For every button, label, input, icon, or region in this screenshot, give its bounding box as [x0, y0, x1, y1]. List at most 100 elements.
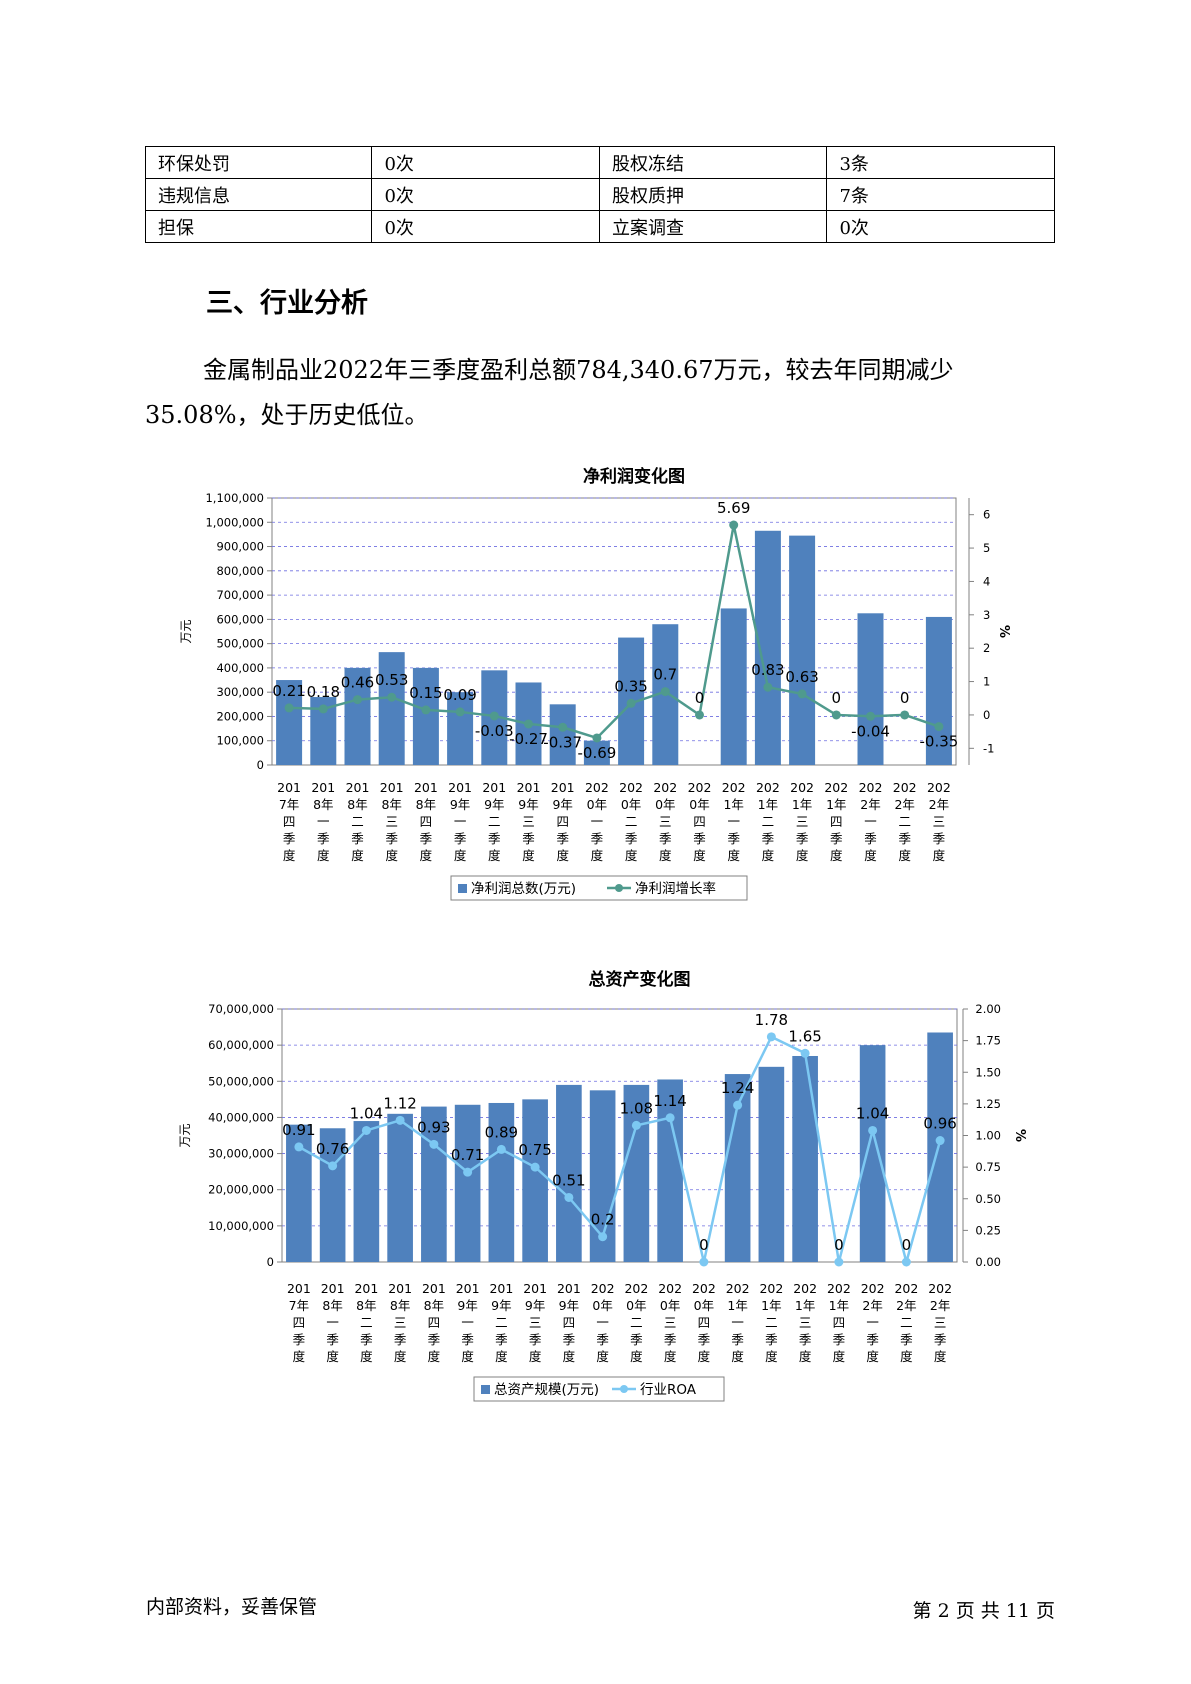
- x-tick-label: 度: [762, 848, 775, 863]
- bar: [925, 616, 952, 765]
- line-point: [395, 1115, 405, 1125]
- data-label: 0.91: [282, 1121, 315, 1139]
- table-cell: 立案调查: [598, 210, 828, 243]
- y2-tick-label: 6: [983, 508, 990, 522]
- table-cell: 0次: [371, 146, 600, 179]
- x-tick-label: 0年: [660, 1298, 680, 1313]
- x-tick-label: 1年: [829, 1298, 849, 1313]
- x-tick-label: 度: [731, 1349, 744, 1364]
- x-tick-label: 度: [428, 1349, 441, 1364]
- y2-axis-title: %: [996, 625, 1011, 638]
- line-point: [695, 710, 704, 720]
- x-tick-label: 二: [360, 1315, 373, 1330]
- y-tick-label: 40,000,000: [208, 1110, 274, 1124]
- x-tick-label: 201: [482, 780, 506, 795]
- legend-line-marker: [615, 884, 623, 892]
- line-point: [421, 705, 431, 715]
- x-tick-label: 度: [934, 1349, 947, 1364]
- bar: [412, 667, 439, 765]
- line-point: [496, 1144, 506, 1154]
- y-tick-label: 700,000: [216, 588, 264, 602]
- x-tick-label: 三: [799, 1315, 812, 1330]
- y-tick-label: 1,000,000: [205, 515, 264, 529]
- x-tick-label: 三: [394, 1315, 407, 1330]
- x-tick-label: 四: [563, 1315, 576, 1330]
- total-assets-chart: 总资产变化图 0 10,000,000 20,000,000 30,000,000 40,…: [178, 969, 1027, 1402]
- bar: [556, 1084, 582, 1262]
- y-tick-label: 800,000: [216, 564, 264, 578]
- x-tick-label: 度: [596, 1349, 609, 1364]
- x-tick-label: 季: [563, 1332, 576, 1347]
- data-label: 0.21: [272, 682, 305, 700]
- data-label: 1.14: [653, 1092, 686, 1110]
- x-tick-label: 201: [388, 1281, 412, 1296]
- bar: [421, 1106, 447, 1262]
- x-tick-label: 202: [692, 1281, 716, 1296]
- x-tick-label: 季: [454, 831, 467, 846]
- x-tick-label: 202: [893, 780, 917, 795]
- x-tick-label: 季: [428, 1332, 441, 1347]
- x-tick-label: 202: [859, 780, 883, 795]
- x-tick-label: 度: [420, 848, 433, 863]
- x-tick-label: 季: [326, 1332, 339, 1347]
- x-tick-label: 度: [529, 1349, 542, 1364]
- y2-tick-label: 4: [983, 574, 990, 588]
- table-cell: 7条: [826, 178, 1055, 211]
- x-tick-label: 7年: [289, 1298, 309, 1313]
- bar: [454, 1104, 481, 1262]
- y-tick-label: 400,000: [216, 661, 264, 675]
- x-tick-label: 202: [927, 780, 951, 795]
- x-tick-label: 度: [394, 1349, 407, 1364]
- x-tick-label: 四: [830, 814, 843, 829]
- x-tick-label: 9年: [518, 797, 538, 812]
- x-tick-label: 季: [765, 1332, 778, 1347]
- x-tick-label: 202: [790, 780, 814, 795]
- x-tick-label: 二: [351, 814, 364, 829]
- data-label: 0.89: [485, 1123, 518, 1141]
- x-tick-label: 9年: [525, 1298, 545, 1313]
- x-tick-label: 0年: [587, 797, 607, 812]
- line-point: [733, 1100, 743, 1110]
- data-label: -0.03: [475, 722, 514, 740]
- line-point: [558, 722, 568, 732]
- x-tick-label: 9年: [484, 797, 504, 812]
- data-label: 0.7: [653, 666, 677, 684]
- line-point: [318, 704, 328, 714]
- x-tick-label: 度: [898, 848, 911, 863]
- x-tick-label: 8年: [416, 797, 436, 812]
- x-tick-label: 201: [523, 1281, 547, 1296]
- legend-label: 净利润增长率: [635, 880, 716, 897]
- x-tick-label: 0年: [621, 797, 641, 812]
- line-point: [831, 710, 841, 720]
- x-tick-label: 201: [277, 780, 301, 795]
- x-tick-label: 202: [688, 780, 712, 795]
- x-tick-label: 季: [556, 831, 569, 846]
- bar: [623, 1084, 650, 1262]
- x-tick-label: 1年: [792, 797, 812, 812]
- data-label: 0.53: [375, 671, 408, 689]
- y-tick-label: 20,000,000: [208, 1183, 274, 1197]
- x-tick-label: 三: [385, 814, 398, 829]
- x-tick-label: 1年: [761, 1298, 781, 1313]
- x-tick-label: 8年: [313, 797, 333, 812]
- line-point: [387, 692, 397, 702]
- x-tick-label: 201: [311, 780, 335, 795]
- line-point: [429, 1139, 439, 1149]
- data-label: 0: [902, 1236, 912, 1254]
- x-tick-label: 季: [866, 1332, 879, 1347]
- data-label: -0.35: [919, 733, 958, 751]
- section-heading: 三、行业分析: [206, 288, 368, 319]
- x-tick-label: 202: [928, 1281, 952, 1296]
- x-tick-label: 202: [861, 1281, 885, 1296]
- x-tick-label: 度: [488, 848, 501, 863]
- x-tick-label: 度: [664, 1349, 677, 1364]
- x-tick-label: 1年: [826, 797, 846, 812]
- x-tick-label: 度: [326, 1349, 339, 1364]
- bar: [276, 680, 303, 765]
- y2-tick-label: 3: [983, 608, 990, 622]
- table-cell: 担保: [144, 210, 373, 243]
- x-tick-label: 季: [461, 1332, 474, 1347]
- x-tick-label: 202: [624, 1281, 648, 1296]
- data-label: 1.08: [620, 1099, 653, 1117]
- x-tick-label: 1年: [795, 1298, 815, 1313]
